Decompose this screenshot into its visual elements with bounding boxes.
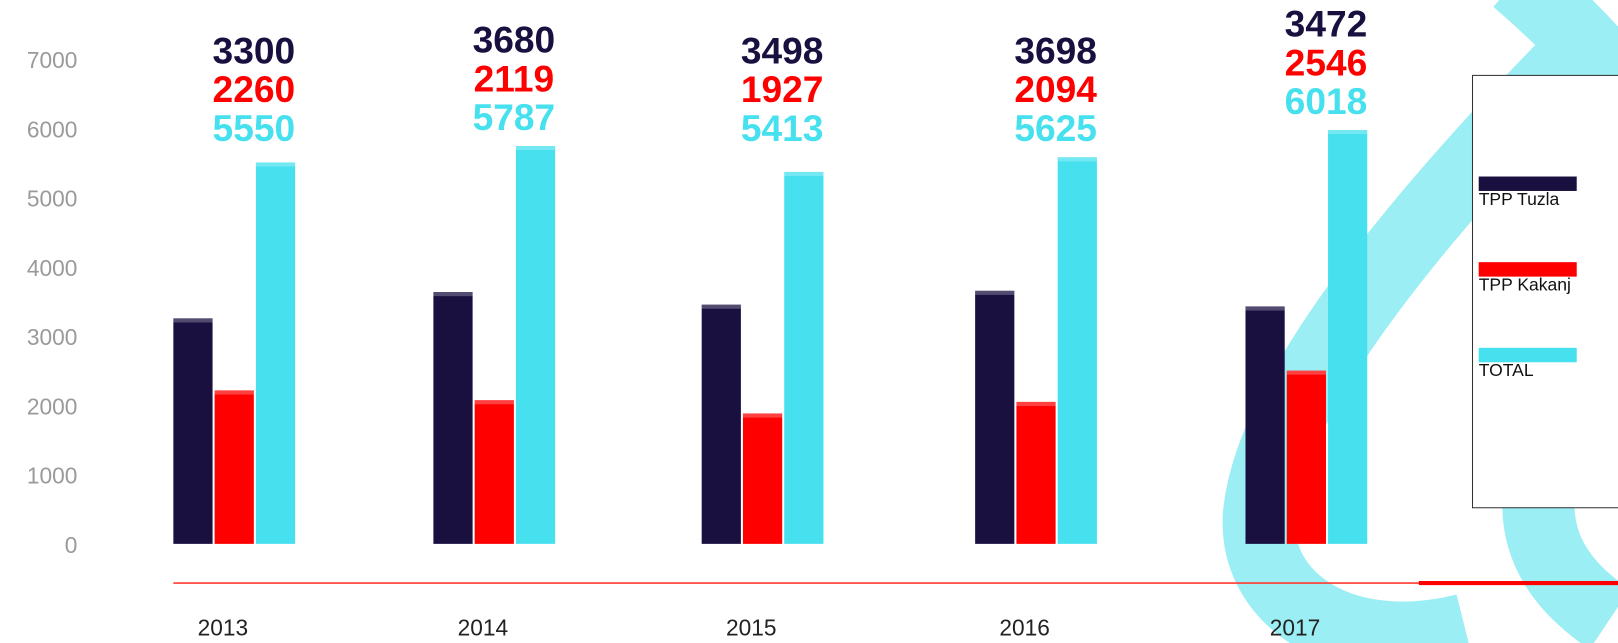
- bar-shade: [1245, 306, 1285, 311]
- x-tick-label: 2015: [726, 615, 776, 641]
- value-label: 3498: [741, 30, 824, 72]
- value-label: 5625: [1014, 107, 1097, 149]
- value-label: 3698: [1014, 30, 1097, 72]
- y-tick-label: 3000: [27, 324, 77, 350]
- x-tick-label: 2014: [458, 615, 508, 641]
- value-label: 2546: [1285, 41, 1368, 83]
- value-label: 2094: [1014, 68, 1097, 110]
- bar-shade: [1286, 370, 1326, 375]
- value-label: 5550: [213, 107, 296, 149]
- bar-shade: [1016, 401, 1056, 407]
- value-label: 6018: [1285, 80, 1368, 122]
- bar-shade: [433, 292, 473, 297]
- legend-swatch: [1478, 176, 1577, 191]
- bar-shade: [474, 400, 514, 405]
- bar-shade: [214, 390, 254, 395]
- bar: [1286, 370, 1326, 544]
- bar-shade: [1328, 130, 1368, 135]
- y-tick-label: 5000: [27, 186, 77, 212]
- bar-shade: [975, 290, 1015, 295]
- value-label: 5413: [741, 107, 824, 149]
- bar: [515, 146, 556, 544]
- bar-shade: [742, 413, 783, 418]
- value-label: 3680: [473, 19, 556, 61]
- bar: [975, 290, 1015, 544]
- bar-shade: [1057, 157, 1097, 162]
- value-label: 2260: [213, 68, 296, 110]
- legend-swatch: [1478, 347, 1577, 363]
- legend-label: TPP Kakanj: [1479, 275, 1571, 295]
- legend-label: TPP Tuzla: [1479, 189, 1560, 209]
- legend-box: [1471, 74, 1618, 509]
- bar: [1016, 401, 1056, 544]
- bar: [255, 162, 296, 544]
- x-tick-label: 2016: [999, 615, 1049, 641]
- bar: [1057, 157, 1097, 544]
- bar: [1328, 130, 1368, 544]
- bar: [784, 171, 824, 544]
- bar-shade: [515, 146, 556, 151]
- y-tick-label: 4000: [27, 255, 77, 281]
- value-label: 5787: [473, 96, 556, 138]
- bar: [474, 400, 514, 544]
- legend-label: TOTAL: [1479, 360, 1534, 380]
- bar-shade: [255, 162, 296, 167]
- value-label: 1927: [741, 68, 824, 110]
- x-tick-label: 2017: [1270, 615, 1320, 641]
- bar: [433, 292, 473, 544]
- y-tick-label: 0: [65, 532, 78, 558]
- value-label: 3472: [1285, 3, 1368, 45]
- bar-shade: [784, 171, 824, 177]
- bar: [173, 318, 213, 544]
- y-tick-label: 6000: [27, 116, 77, 142]
- legend-swatch: [1478, 262, 1577, 277]
- value-label: 3300: [213, 30, 296, 72]
- bar-shade: [701, 304, 741, 309]
- y-tick-label: 1000: [27, 463, 77, 489]
- bar: [1245, 306, 1285, 544]
- y-tick-label: 7000: [27, 47, 77, 73]
- x-tick-label: 2013: [198, 615, 248, 641]
- bar: [214, 390, 254, 544]
- bar: [701, 304, 741, 544]
- bar-shade: [173, 318, 213, 323]
- y-tick-label: 2000: [27, 393, 77, 419]
- value-label: 2119: [474, 57, 555, 99]
- bar: [742, 413, 783, 544]
